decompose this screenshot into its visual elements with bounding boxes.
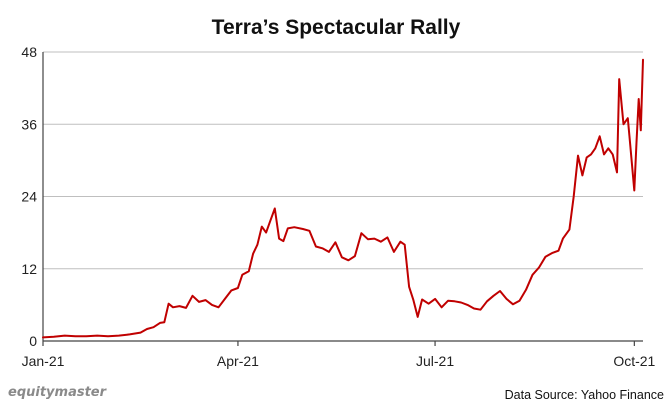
y-tick-label: 0 bbox=[29, 333, 37, 349]
x-tick-label: Apr-21 bbox=[217, 353, 259, 369]
gridlines bbox=[43, 51, 643, 270]
y-tick-label: 48 bbox=[21, 44, 37, 60]
y-tick-label: 12 bbox=[21, 261, 37, 277]
data-source-note: Data Source: Yahoo Finance bbox=[505, 388, 664, 402]
x-tick-label: Jul-21 bbox=[416, 353, 454, 369]
chart-title: Terra’s Spectacular Rally bbox=[212, 16, 461, 39]
x-axis-tick-labels: Jan-21 Apr-21 Jul-21 Oct-21 bbox=[22, 341, 656, 369]
brand-logo-text: equitymaster bbox=[8, 385, 108, 400]
y-tick-label: 36 bbox=[21, 116, 37, 132]
x-tick-label: Jan-21 bbox=[22, 353, 65, 369]
series-line-0 bbox=[42, 58, 644, 339]
series-group bbox=[42, 58, 644, 339]
y-axis-tick-labels: 0 12 24 36 48 bbox=[21, 44, 37, 349]
x-tick-label: Oct-21 bbox=[613, 353, 655, 369]
y-tick-label: 24 bbox=[21, 189, 37, 205]
